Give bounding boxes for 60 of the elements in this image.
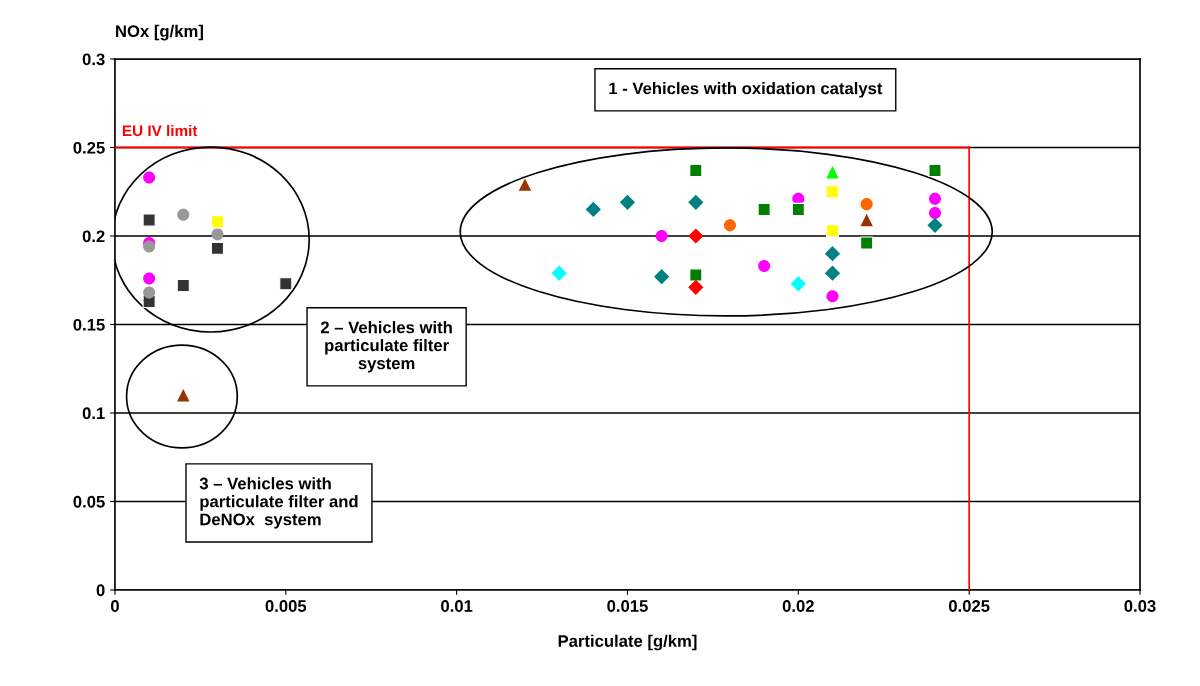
point	[928, 206, 942, 219]
point	[723, 219, 736, 232]
point	[689, 163, 703, 178]
point	[551, 265, 567, 281]
point	[791, 202, 805, 217]
point	[928, 163, 942, 178]
x-tick-label: 0	[110, 600, 119, 612]
annotation: 3 – Vehicles with particulate filter and DeNOx system	[199, 477, 358, 529]
point	[758, 260, 771, 273]
point	[585, 201, 601, 218]
point	[826, 166, 839, 179]
point	[825, 224, 840, 238]
point	[142, 213, 156, 227]
annotation: 1 - Vehicles with oxidation catalyst	[609, 82, 883, 98]
point	[860, 198, 873, 211]
y-tick-label: 0	[96, 584, 105, 597]
point	[143, 286, 156, 299]
point	[688, 194, 704, 210]
y-tick-label: 0.05	[73, 495, 105, 508]
point	[211, 228, 224, 241]
x-axis-title: Particulate [g/km]	[558, 634, 697, 651]
point	[825, 185, 840, 199]
point	[143, 171, 156, 184]
point	[757, 202, 771, 217]
point	[655, 229, 668, 242]
point	[826, 290, 839, 303]
point	[654, 269, 670, 285]
point	[176, 278, 190, 293]
x-tick-label: 0.025	[948, 600, 990, 612]
annotation: 2 – Vehicles with particulate filter system	[320, 321, 452, 373]
y-axis-title: NOx [g/km]	[116, 24, 203, 41]
y-tick-label: 0.1	[82, 407, 105, 420]
point	[688, 228, 704, 244]
point	[927, 217, 943, 233]
point	[689, 268, 703, 282]
x-tick-label: 0.005	[265, 600, 307, 612]
point	[210, 241, 225, 255]
point	[860, 236, 874, 250]
x-tick-label: 0.02	[782, 600, 814, 612]
ref-line-label: EU IV limit	[122, 124, 198, 137]
y-tick-label: 0.3	[82, 53, 105, 66]
point	[688, 279, 704, 295]
y-tick-label: 0.15	[73, 318, 105, 331]
point	[279, 277, 293, 291]
y-tick-label: 0.2	[82, 230, 105, 243]
x-tick-label: 0.01	[441, 600, 473, 612]
point	[177, 208, 190, 221]
point	[824, 246, 841, 262]
x-tick-label: 0.03	[1124, 600, 1156, 612]
point	[143, 272, 156, 285]
point	[860, 213, 873, 227]
point	[619, 194, 636, 210]
point	[518, 178, 532, 191]
x-tick-label: 0.015	[607, 600, 648, 612]
point	[824, 265, 841, 281]
y-tick-label: 0.25	[73, 141, 105, 154]
point	[210, 215, 225, 229]
point	[928, 192, 942, 205]
point	[790, 276, 806, 292]
point	[177, 389, 190, 402]
